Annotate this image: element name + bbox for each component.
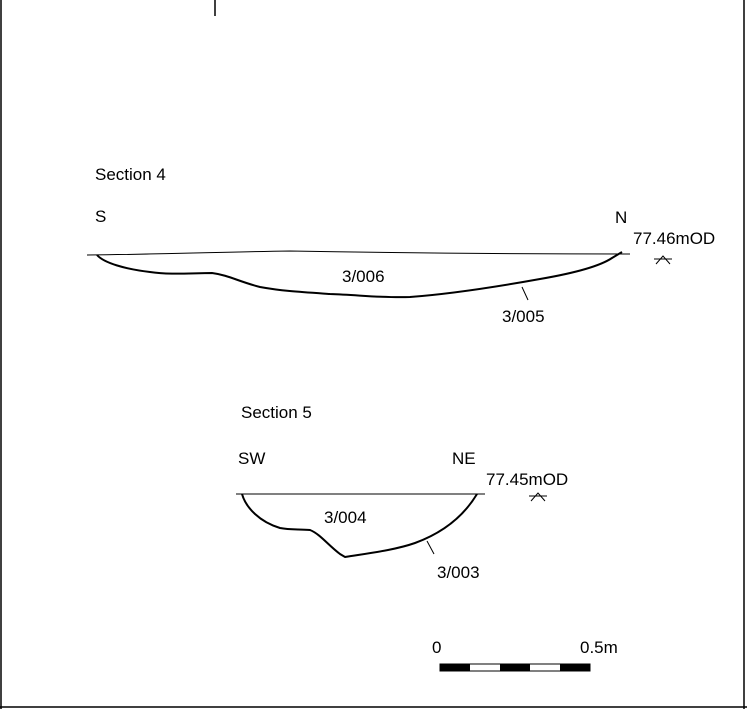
scale-bar-start-label: 0	[432, 638, 441, 657]
scale-bar: 0 0.5m	[432, 638, 618, 672]
scale-bar-segment	[560, 664, 590, 671]
section-5-fill-label: 3/004	[324, 508, 367, 527]
section-5-cut-profile	[241, 493, 478, 559]
section-4: Section 4 S N 77.46mOD 3/006 3/005	[86, 165, 715, 326]
section-5: Section 5 SW NE 77.45mOD 3/004 3/003	[236, 403, 568, 582]
scale-bar-segment	[500, 664, 530, 671]
scale-bar-end-label: 0.5m	[580, 638, 618, 657]
section-4-datum-symbol	[654, 255, 672, 265]
section-4-cut-leader	[521, 286, 529, 301]
section-4-orientation-left: S	[95, 207, 106, 226]
section-5-datum-symbol	[529, 492, 547, 502]
section-5-title: Section 5	[241, 403, 312, 422]
scale-bar-segments	[440, 664, 590, 671]
section-4-title: Section 4	[95, 165, 166, 184]
section-4-ground-line	[86, 250, 631, 256]
section-5-datum-level: 77.45mOD	[486, 470, 568, 489]
scale-bar-segment	[440, 664, 470, 671]
section-4-cut-profile	[96, 251, 623, 299]
section-4-orientation-right: N	[615, 208, 627, 227]
section-5-orientation-left: SW	[238, 449, 265, 468]
section-5-cut-label: 3/003	[437, 563, 480, 582]
section-5-orientation-right: NE	[452, 449, 476, 468]
section-4-fill-label: 3/006	[342, 267, 385, 286]
section-5-cut-leader	[426, 540, 435, 555]
section-4-cut-label: 3/005	[502, 307, 545, 326]
section-4-datum-level: 77.46mOD	[633, 229, 715, 248]
